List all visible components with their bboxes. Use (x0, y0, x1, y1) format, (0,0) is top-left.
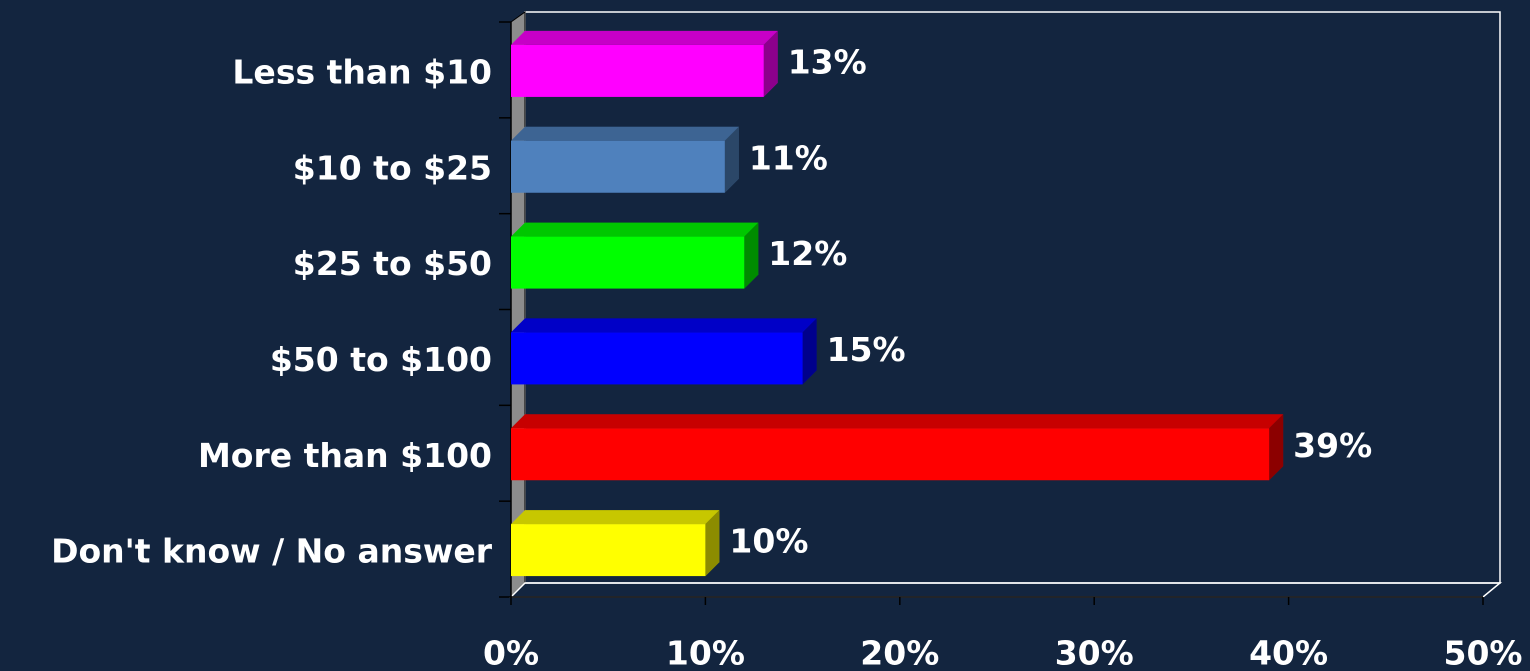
bar-side-shade (1269, 414, 1284, 481)
value-label: 39% (1293, 426, 1372, 465)
value-label: 11% (749, 138, 828, 177)
x-tick-label: 40% (1249, 634, 1328, 671)
bar-side-shade (744, 222, 759, 289)
y-tick-label: More than $100 (198, 436, 492, 475)
bar (511, 140, 725, 193)
bar-top-shade (511, 126, 739, 141)
y-tick-label: Less than $10 (232, 52, 492, 91)
bar-top-shade (511, 414, 1284, 429)
x-tick-label: 20% (860, 634, 939, 671)
bar-top (511, 126, 739, 141)
bar (511, 236, 745, 289)
bar-top-shade (511, 510, 720, 525)
bar-top-shade (511, 30, 778, 45)
x-tick-label: 30% (1055, 634, 1134, 671)
x-tick-label: 0% (483, 634, 539, 671)
bar-side-shade (763, 30, 778, 97)
bar (511, 428, 1270, 481)
bar-side (802, 318, 817, 385)
value-label: 10% (729, 522, 808, 561)
bar-top-shade (511, 318, 817, 333)
x-tick-label: 10% (666, 634, 745, 671)
side-wall (510, 11, 526, 599)
bar-top (511, 510, 720, 525)
value-label: 12% (768, 234, 847, 273)
bar-top (511, 318, 817, 333)
y-tick-label: Don't know / No answer (51, 532, 493, 571)
bar-top (511, 30, 778, 45)
bar-top (511, 222, 759, 237)
y-tick-label: $25 to $50 (293, 244, 492, 283)
y-tick-label: $50 to $100 (270, 340, 492, 379)
bar-top (511, 414, 1284, 429)
value-label: 15% (827, 330, 906, 369)
bar-side (1269, 414, 1284, 481)
bar-side-shade (705, 510, 720, 577)
bar-side-shade (724, 126, 739, 193)
bar (511, 44, 764, 97)
bar-side (763, 30, 778, 97)
bar (511, 524, 706, 577)
bar-side-shade (802, 318, 817, 385)
bar-side (724, 126, 739, 193)
y-tick-label: $10 to $25 (293, 148, 492, 187)
x-tick-label: 50% (1444, 634, 1523, 671)
bar (511, 332, 803, 385)
bar-top-shade (511, 222, 759, 237)
value-label: 13% (788, 42, 867, 81)
bar-side (744, 222, 759, 289)
bar-side (705, 510, 720, 577)
